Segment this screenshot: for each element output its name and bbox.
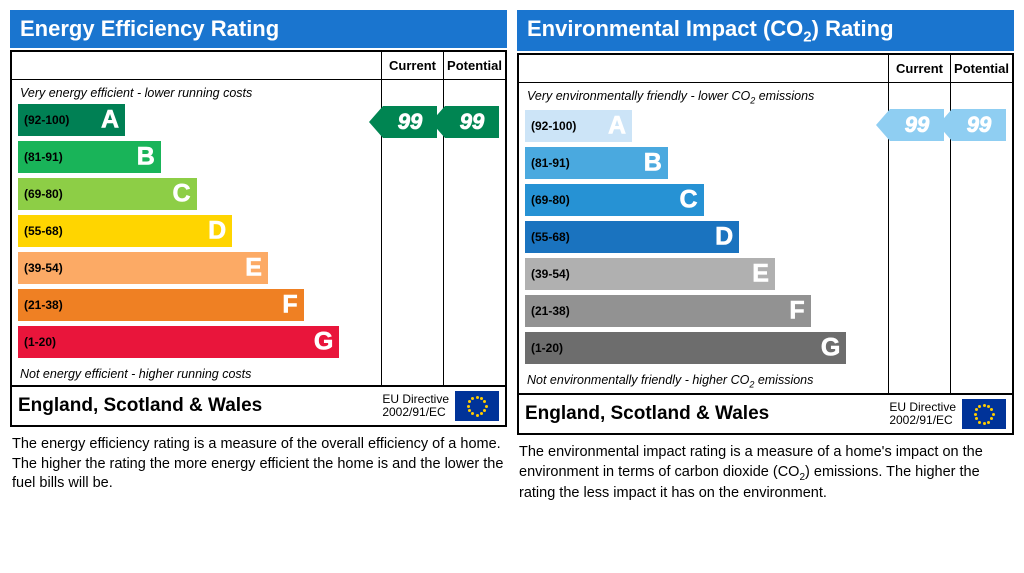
band-range: (81-91) bbox=[531, 156, 570, 170]
env-bars: Very environmentally friendly - lower CO… bbox=[519, 83, 888, 393]
band-letter: C bbox=[679, 185, 697, 214]
eu-flag-icon bbox=[455, 391, 499, 421]
band-letter: F bbox=[282, 291, 297, 320]
energy-bottom-note: Not energy efficient - higher running co… bbox=[18, 363, 375, 381]
env-band-b: (81-91) B bbox=[525, 147, 668, 179]
energy-title-bar: Energy Efficiency Rating bbox=[10, 10, 507, 48]
energy-band-e: (39-54) E bbox=[18, 252, 268, 284]
band-range: (69-80) bbox=[24, 187, 63, 201]
band-letter: G bbox=[821, 333, 840, 362]
env-band-d: (55-68) D bbox=[525, 221, 739, 253]
band-letter: B bbox=[137, 143, 155, 172]
band-letter: A bbox=[608, 111, 626, 140]
env-chart-box: Current Potential Very environmentally f… bbox=[517, 53, 1014, 435]
energy-current-pointer: 99 bbox=[369, 106, 439, 138]
band-range: (81-91) bbox=[24, 150, 63, 164]
env-body: Very environmentally friendly - lower CO… bbox=[519, 83, 1012, 393]
band-letter: F bbox=[789, 296, 804, 325]
band-letter: B bbox=[644, 148, 662, 177]
env-bottom-note: Not environmentally friendly - higher CO… bbox=[525, 369, 882, 390]
band-letter: D bbox=[715, 222, 733, 251]
env-top-note: Very environmentally friendly - lower CO… bbox=[525, 89, 882, 110]
energy-potential-pointer: 99 bbox=[431, 106, 501, 138]
col-potential: Potential bbox=[950, 55, 1012, 82]
band-letter: C bbox=[172, 180, 190, 209]
band-letter: G bbox=[314, 328, 333, 357]
env-band-g: (1-20) G bbox=[525, 332, 846, 364]
env-explain: The environmental impact rating is a mea… bbox=[517, 435, 1014, 504]
env-panel: Environmental Impact (CO2) Rating Curren… bbox=[517, 10, 1014, 504]
energy-footer: England, Scotland & Wales EU Directive 2… bbox=[12, 385, 505, 425]
energy-band-d: (55-68) D bbox=[18, 215, 232, 247]
pointer-value: 99 bbox=[383, 106, 437, 138]
energy-potential-col: 99 bbox=[443, 80, 505, 385]
ratings-container: Energy Efficiency Rating Current Potenti… bbox=[10, 10, 1014, 504]
band-letter: D bbox=[208, 217, 226, 246]
energy-header-row: Current Potential bbox=[12, 52, 505, 80]
env-band-f: (21-38) F bbox=[525, 295, 811, 327]
band-range: (92-100) bbox=[531, 119, 576, 133]
energy-bars: Very energy efficient - lower running co… bbox=[12, 80, 381, 385]
energy-region: England, Scotland & Wales bbox=[18, 395, 382, 417]
band-range: (1-20) bbox=[24, 335, 56, 349]
energy-band-f: (21-38) F bbox=[18, 289, 304, 321]
band-range: (69-80) bbox=[531, 193, 570, 207]
band-letter: E bbox=[752, 259, 769, 288]
band-range: (92-100) bbox=[24, 113, 69, 127]
band-letter: E bbox=[245, 254, 262, 283]
energy-band-c: (69-80) C bbox=[18, 178, 197, 210]
pointer-value: 99 bbox=[952, 109, 1006, 141]
env-potential-col: 99 bbox=[950, 83, 1012, 393]
energy-band-b: (81-91) B bbox=[18, 141, 161, 173]
energy-chart-box: Current Potential Very energy efficient … bbox=[10, 50, 507, 427]
eu-directive: EU Directive 2002/91/EC bbox=[889, 401, 962, 427]
env-band-c: (69-80) C bbox=[525, 184, 704, 216]
env-band-a: (92-100) A bbox=[525, 110, 632, 142]
band-range: (55-68) bbox=[531, 230, 570, 244]
col-current: Current bbox=[381, 52, 443, 79]
band-letter: A bbox=[101, 106, 119, 135]
col-current: Current bbox=[888, 55, 950, 82]
energy-top-note: Very energy efficient - lower running co… bbox=[18, 86, 375, 104]
energy-body: Very energy efficient - lower running co… bbox=[12, 80, 505, 385]
eu-flag-icon bbox=[962, 399, 1006, 429]
band-range: (55-68) bbox=[24, 224, 63, 238]
eu-directive: EU Directive 2002/91/EC bbox=[382, 393, 455, 419]
env-title-bar: Environmental Impact (CO2) Rating bbox=[517, 10, 1014, 51]
band-range: (21-38) bbox=[531, 304, 570, 318]
env-potential-pointer: 99 bbox=[938, 109, 1008, 141]
pointer-value: 99 bbox=[890, 109, 944, 141]
env-band-e: (39-54) E bbox=[525, 258, 775, 290]
energy-band-g: (1-20) G bbox=[18, 326, 339, 358]
env-current-pointer: 99 bbox=[876, 109, 946, 141]
env-footer: England, Scotland & Wales EU Directive 2… bbox=[519, 393, 1012, 433]
col-potential: Potential bbox=[443, 52, 505, 79]
band-range: (21-38) bbox=[24, 298, 63, 312]
env-region: England, Scotland & Wales bbox=[525, 403, 889, 425]
pointer-value: 99 bbox=[445, 106, 499, 138]
env-header-row: Current Potential bbox=[519, 55, 1012, 83]
band-range: (39-54) bbox=[24, 261, 63, 275]
band-range: (39-54) bbox=[531, 267, 570, 281]
band-range: (1-20) bbox=[531, 341, 563, 355]
energy-explain: The energy efficiency rating is a measur… bbox=[10, 427, 507, 494]
energy-panel: Energy Efficiency Rating Current Potenti… bbox=[10, 10, 507, 504]
energy-band-a: (92-100) A bbox=[18, 104, 125, 136]
